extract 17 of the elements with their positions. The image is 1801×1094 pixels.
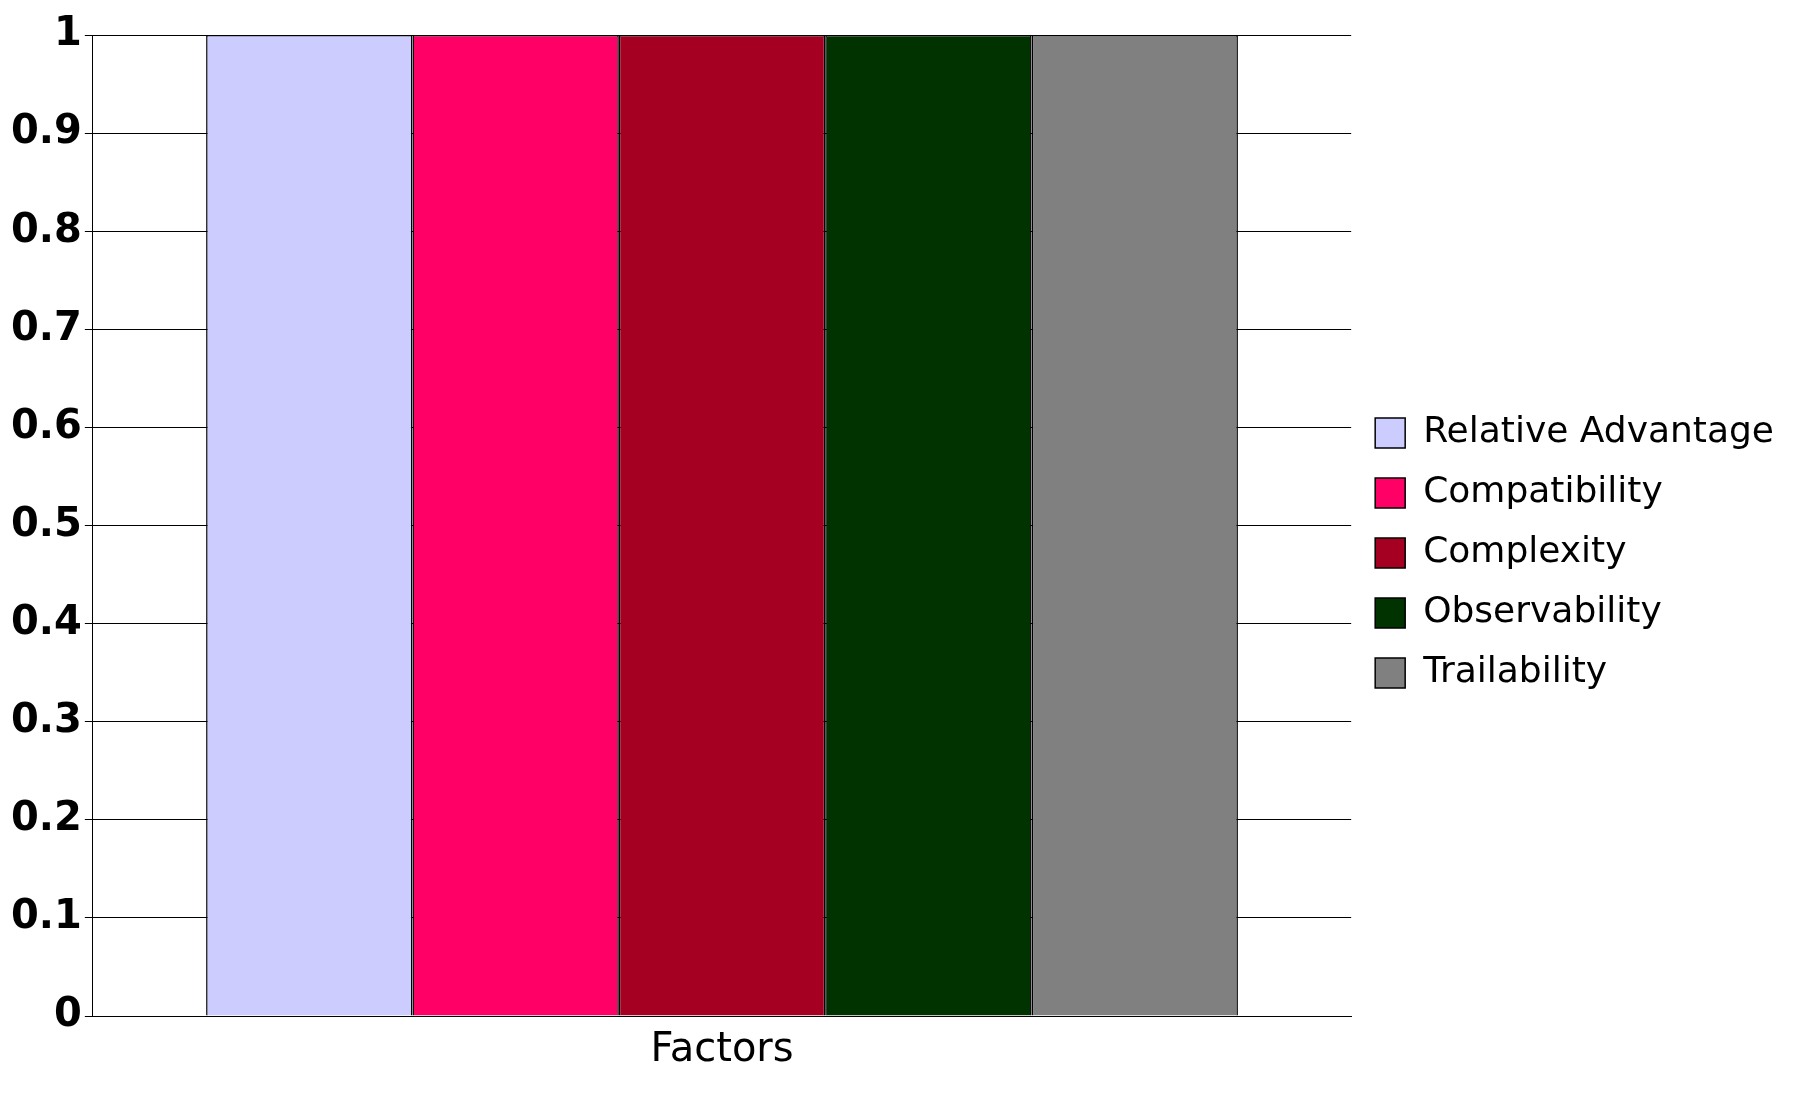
y-tick-label: 0.6: [11, 400, 82, 447]
legend-label: Trailability: [1422, 649, 1608, 691]
x-tick-label: Factors: [650, 1024, 794, 1071]
y-tick-label: 0.1: [11, 891, 82, 938]
y-tick-label: 0.9: [11, 106, 82, 153]
legend-label: Relative Advantage: [1423, 409, 1774, 451]
y-tick-label: 0.4: [11, 596, 82, 643]
y-tick-label: 0.2: [11, 793, 82, 840]
y-tick-label: 0.5: [11, 498, 82, 545]
y-tick-label: 0: [54, 989, 82, 1036]
y-tick-label: 1: [54, 8, 82, 55]
y-tick-label: 0.3: [11, 695, 82, 742]
legend-label: Complexity: [1423, 529, 1627, 571]
legend-label: Observability: [1423, 589, 1662, 631]
y-tick-label: 0.8: [11, 204, 82, 251]
y-tick-label: 0.7: [11, 302, 82, 349]
legend-label: Compatibility: [1423, 469, 1663, 511]
